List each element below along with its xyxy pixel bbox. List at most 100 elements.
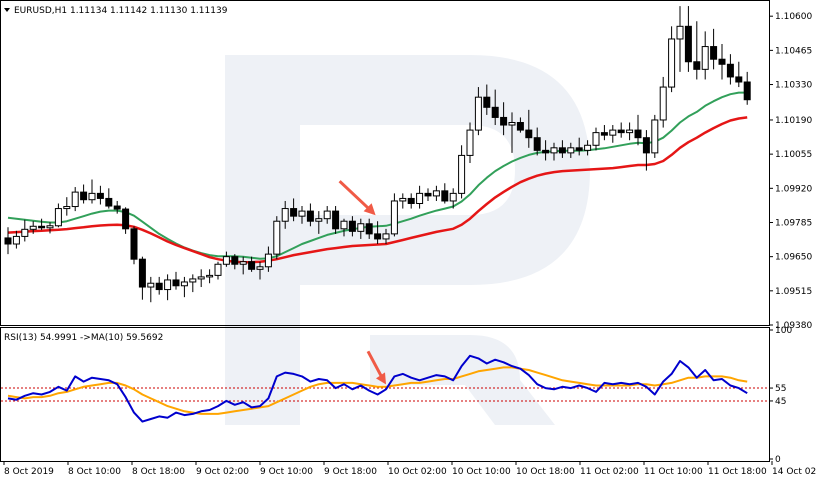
candle [63,197,71,216]
price-arrow-annotation [338,180,376,216]
candle [399,193,407,209]
candle [248,256,256,272]
candle [416,185,424,209]
price-series [4,6,751,303]
candle [281,200,289,229]
candle-body-bear [96,192,104,199]
candle [516,117,524,133]
candle-body-bull [88,192,96,201]
candle-body-bull [46,225,54,229]
rsi-arrow-annotation [366,350,386,385]
candle [113,200,121,214]
candle [491,89,499,126]
candle-body-bear [348,220,356,232]
candle [21,219,29,242]
price-tick-label: 1.10190 [775,116,812,126]
candle [659,76,667,128]
rsi-panel [0,327,770,462]
time-tick-label: 9 Oct 18:00 [324,467,377,477]
rsi-line [7,354,748,423]
candle-body-bull [357,223,365,232]
candle-body-bull [449,192,457,202]
candle-body-bull [676,25,684,40]
candle [348,216,356,237]
candle [584,140,592,156]
candle [147,276,155,303]
candle [231,254,239,270]
candle-body-bear [525,129,533,139]
candle [466,122,474,163]
candle [164,274,172,301]
candle [609,125,617,143]
candle-body-bear [684,25,692,63]
candle-body-bear [642,137,650,154]
candle-body-bear [491,106,499,118]
time-tick-label: 9 Oct 10:00 [260,467,313,477]
time-tick-label: 9 Oct 02:00 [196,467,249,477]
candle [12,230,20,249]
candle [508,112,516,153]
candle [96,185,104,205]
candle [676,6,684,72]
candle-body-bull [281,208,289,222]
candle [432,185,440,201]
candle [4,227,12,255]
candle-body-bull [54,208,62,227]
candle [718,44,726,80]
candle-body-bear [80,191,88,201]
candle-body-bear [558,147,566,154]
candle-body-bear [718,58,726,65]
candle [550,142,558,161]
candle-body-bear [113,205,121,210]
dropdown-triangle-icon[interactable] [4,8,10,12]
rsi-tick-label: 45 [775,397,786,407]
candle-body-bear [332,210,340,230]
rsi-tick-label: 55 [775,384,786,394]
time-axis: 8 Oct 2019 8 Oct 10:00 8 Oct 18:00 9 Oct 02… [3,461,817,477]
candle-body-bear [483,96,491,108]
candle [701,31,709,80]
candle [306,203,314,227]
candle-body-bull [432,190,440,197]
candle [668,26,676,93]
candle [726,54,734,85]
candle [71,187,79,212]
candle [651,114,659,158]
candle-body-bear [4,237,12,245]
candle [46,222,54,234]
candle [567,142,575,158]
price-tick-label: 1.10055 [775,150,812,160]
candle [340,218,348,237]
candle [323,206,331,224]
candle [382,228,390,244]
candle-body-bull [508,122,516,126]
candle [264,246,272,272]
candle-body-bull [323,210,331,220]
candle [197,269,205,288]
candle [290,198,298,222]
candle [474,87,482,136]
time-tick-label: 8 Oct 18:00 [132,467,185,477]
candle [88,179,96,204]
candle [575,137,583,156]
candle [256,261,264,280]
candle-body-bull [71,191,79,208]
candle-body-bull [189,278,197,283]
rsi-tick-label: 100 [775,326,792,336]
candle-body-bear [516,122,524,131]
arrow-head-icon [363,203,376,216]
candle [29,221,37,234]
candle [298,206,306,224]
candle-body-bull [609,129,617,136]
price-tick-label: 1.09380 [775,321,812,331]
time-tick-label: 8 Oct 10:00 [68,467,121,477]
candle [424,188,432,201]
candle-body-bear [533,137,541,151]
candle [558,140,566,158]
candle [273,216,281,260]
candle [642,130,650,171]
candle-body-bull [29,225,37,230]
rsi-axis: 100 55 45 0 [769,326,792,465]
candle-body-bull [626,129,634,134]
candle [180,276,188,298]
